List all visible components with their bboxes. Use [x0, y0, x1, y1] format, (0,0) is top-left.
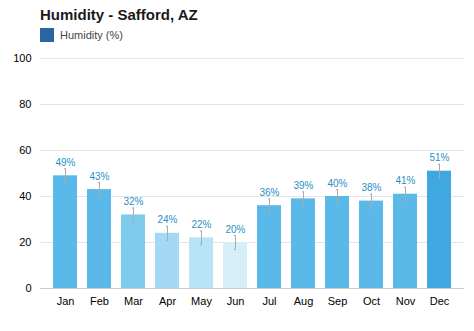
- svg-text:49%: 49%: [55, 157, 75, 168]
- svg-text:51%: 51%: [429, 152, 449, 163]
- svg-text:Mar: Mar: [124, 295, 143, 307]
- svg-text:0: 0: [25, 282, 31, 294]
- svg-text:80: 80: [19, 98, 31, 110]
- html-text:Humidity (%): Humidity (%): [60, 29, 123, 41]
- svg-text:43%: 43%: [89, 171, 109, 182]
- svg-text:40: 40: [19, 190, 31, 202]
- svg-text:60: 60: [19, 144, 31, 156]
- svg-text:32%: 32%: [123, 196, 143, 207]
- svg-text:38%: 38%: [361, 182, 381, 193]
- svg-text:41%: 41%: [395, 175, 415, 186]
- svg-text:Jun: Jun: [227, 295, 245, 307]
- svg-text:Dec: Dec: [430, 295, 450, 307]
- svg-text:Aug: Aug: [294, 295, 314, 307]
- svg-text:Apr: Apr: [159, 295, 176, 307]
- svg-text:20%: 20%: [225, 224, 245, 235]
- svg-text:40%: 40%: [327, 178, 347, 189]
- svg-text:24%: 24%: [157, 214, 177, 225]
- html-text:Humidity - Safford, AZ: Humidity - Safford, AZ: [40, 6, 198, 23]
- svg-text:May: May: [191, 295, 212, 307]
- svg-text:39%: 39%: [293, 180, 313, 191]
- svg-text:22%: 22%: [191, 219, 211, 230]
- svg-text:100: 100: [13, 52, 31, 64]
- svg-text:20: 20: [19, 236, 31, 248]
- svg-text:Feb: Feb: [90, 295, 109, 307]
- svg-text:Jul: Jul: [262, 295, 276, 307]
- svg-text:Oct: Oct: [363, 295, 380, 307]
- svg-text:Jan: Jan: [57, 295, 75, 307]
- svg-text:Nov: Nov: [396, 295, 416, 307]
- svg-text:Sep: Sep: [328, 295, 348, 307]
- svg-text:36%: 36%: [259, 187, 279, 198]
